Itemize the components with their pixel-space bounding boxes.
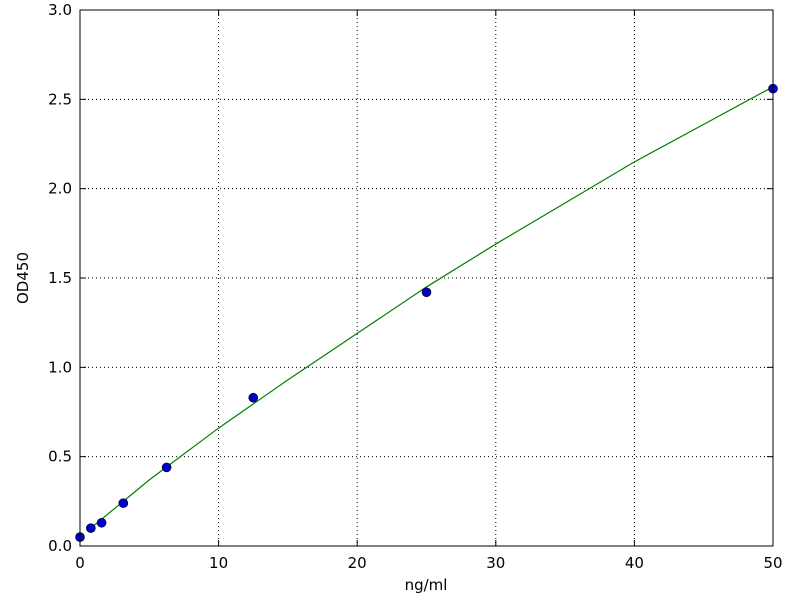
x-tick-label: 10: [209, 554, 228, 572]
y-tick-label: 1.5: [48, 269, 72, 287]
y-tick-label: 2.0: [48, 180, 72, 198]
data-point: [248, 392, 259, 403]
data-point: [161, 462, 172, 473]
x-tick-label: 0: [75, 554, 85, 572]
data-point: [96, 517, 107, 528]
data-point: [86, 523, 96, 533]
y-tick-label: 2.5: [48, 90, 72, 108]
fit-curve: [90, 86, 774, 529]
y-tick-label: 1.0: [48, 358, 72, 376]
x-tick-label: 30: [486, 554, 505, 572]
x-tick-label: 50: [763, 554, 782, 572]
y-tick-label: 3.0: [48, 1, 72, 19]
data-point: [421, 287, 432, 298]
y-axis-label: OD450: [14, 252, 32, 304]
y-tick-label: 0.0: [48, 537, 72, 555]
y-tick-label: 0.5: [48, 448, 72, 466]
x-tick-label: 20: [348, 554, 367, 572]
plot-frame: [79, 9, 774, 547]
data-point: [118, 498, 129, 508]
x-axis-label: ng/ml: [405, 576, 448, 594]
x-tick-label: 40: [625, 554, 644, 572]
